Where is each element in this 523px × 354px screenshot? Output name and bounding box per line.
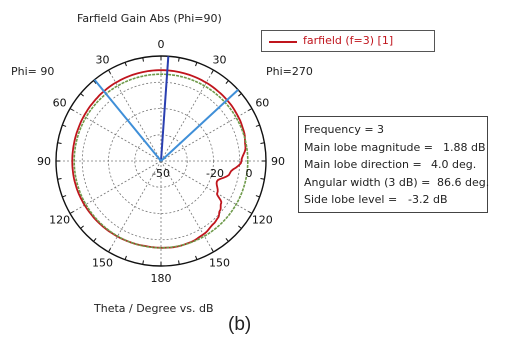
outer-tick <box>195 62 198 67</box>
outer-tick <box>124 62 127 67</box>
phi-right-label: Phi=270 <box>266 65 313 78</box>
info-row: Main lobe magnitude = 1.88 dB <box>304 139 487 157</box>
angle-tick-label: 120 <box>49 214 70 227</box>
grid-spoke <box>160 108 253 162</box>
outer-tick <box>248 211 253 214</box>
outer-tick <box>225 80 229 84</box>
outer-tick <box>62 124 67 127</box>
outer-tick <box>211 248 214 253</box>
grid-spoke <box>160 160 214 253</box>
info-frequency: Frequency = 3 <box>304 123 385 136</box>
tick-layer: 0 30 60 90 120 150 180 150 120 90 60 30 -50 -20 0 <box>37 38 285 285</box>
grid-spoke <box>69 160 162 214</box>
outer-tick <box>260 142 265 144</box>
outer-tick <box>108 69 111 74</box>
angle-tick-label: 120 <box>252 214 273 227</box>
grid-circle <box>81 81 241 241</box>
grid-circle <box>134 134 188 188</box>
chart-title: Farfield Gain Abs (Phi=90) <box>77 12 222 25</box>
info-value: 4.0 deg. <box>431 158 477 171</box>
x-axis-label: Theta / Degree vs. dB <box>94 302 214 315</box>
angle-tick-label: 180 <box>151 272 172 285</box>
angle-tick-label: 150 <box>92 256 113 269</box>
polar-grid <box>55 55 267 267</box>
outer-tick <box>178 260 180 265</box>
outer-tick <box>124 255 127 260</box>
marker-beamwidth-left <box>93 79 162 162</box>
info-row: Main lobe direction = 4.0 deg. <box>304 156 487 174</box>
info-value: -3.2 dB <box>408 193 448 206</box>
info-value: 1.88 dB <box>443 140 486 154</box>
outer-tick <box>248 108 253 111</box>
phi-left-label: Phi= 90 <box>11 65 55 78</box>
outer-tick <box>255 195 260 198</box>
legend: farfield (f=3) [1] <box>261 30 435 52</box>
legend-label: farfield (f=3) [1] <box>303 34 394 47</box>
info-row: Angular width (3 dB) = 86.6 deg. <box>304 174 490 192</box>
marker-beamwidth-right <box>160 89 239 162</box>
grid-spoke <box>69 108 162 162</box>
outer-tick <box>142 260 144 265</box>
info-label: Angular width (3 dB) = <box>304 175 431 189</box>
outer-tick <box>93 80 97 84</box>
angle-tick-label: 30 <box>96 54 110 67</box>
grid-spoke <box>108 160 162 253</box>
grid-spoke <box>160 160 253 214</box>
outer-tick <box>57 142 62 144</box>
info-box: Frequency = 3 Main lobe magnitude = 1.88… <box>298 116 490 213</box>
outer-tick <box>57 178 62 180</box>
angle-tick-label: 150 <box>209 256 230 269</box>
outer-tick <box>255 124 260 127</box>
angle-tick-label: 0 <box>158 38 165 51</box>
info-row-frequency: Frequency = 3 <box>304 121 487 139</box>
outer-tick <box>142 57 144 62</box>
outer-tick <box>238 225 242 229</box>
outer-tick <box>62 195 67 198</box>
outer-tick <box>69 108 74 111</box>
radial-tick-label: 0 <box>246 167 253 180</box>
outer-tick <box>80 93 84 97</box>
radial-tick-label: -50 <box>152 167 170 180</box>
marker-layer <box>93 56 239 162</box>
angle-tick-label: 90 <box>271 155 285 168</box>
radial-tick-label: -20 <box>206 167 224 180</box>
angle-tick-label: 60 <box>53 97 67 110</box>
outer-tick <box>80 225 84 229</box>
angle-tick-label: 30 <box>213 54 227 67</box>
angle-tick-label: 60 <box>255 97 269 110</box>
outer-tick <box>108 248 111 253</box>
legend-swatch <box>269 41 297 43</box>
outer-tick <box>178 57 180 62</box>
grid-spoke <box>108 69 162 162</box>
panel-label: (b) <box>228 314 252 335</box>
info-label: Main lobe magnitude = <box>304 140 434 154</box>
info-label: Main lobe direction = <box>304 158 422 171</box>
outer-tick <box>211 69 214 74</box>
series-curve-reference <box>73 73 249 249</box>
outer-tick <box>93 238 97 242</box>
outer-tick <box>238 93 242 97</box>
info-label: Side lobe level = <box>304 193 398 206</box>
angle-tick-label: 90 <box>37 155 51 168</box>
info-row: Side lobe level = -3.2 dB <box>304 191 487 209</box>
grid-spoke <box>160 69 214 162</box>
outer-tick <box>225 238 229 242</box>
outer-tick <box>195 255 198 260</box>
outer-tick <box>260 178 265 180</box>
outer-tick <box>69 211 74 214</box>
info-value: 86.6 deg. <box>437 175 490 189</box>
series-layer <box>71 69 249 249</box>
marker-main-lobe <box>160 56 170 162</box>
